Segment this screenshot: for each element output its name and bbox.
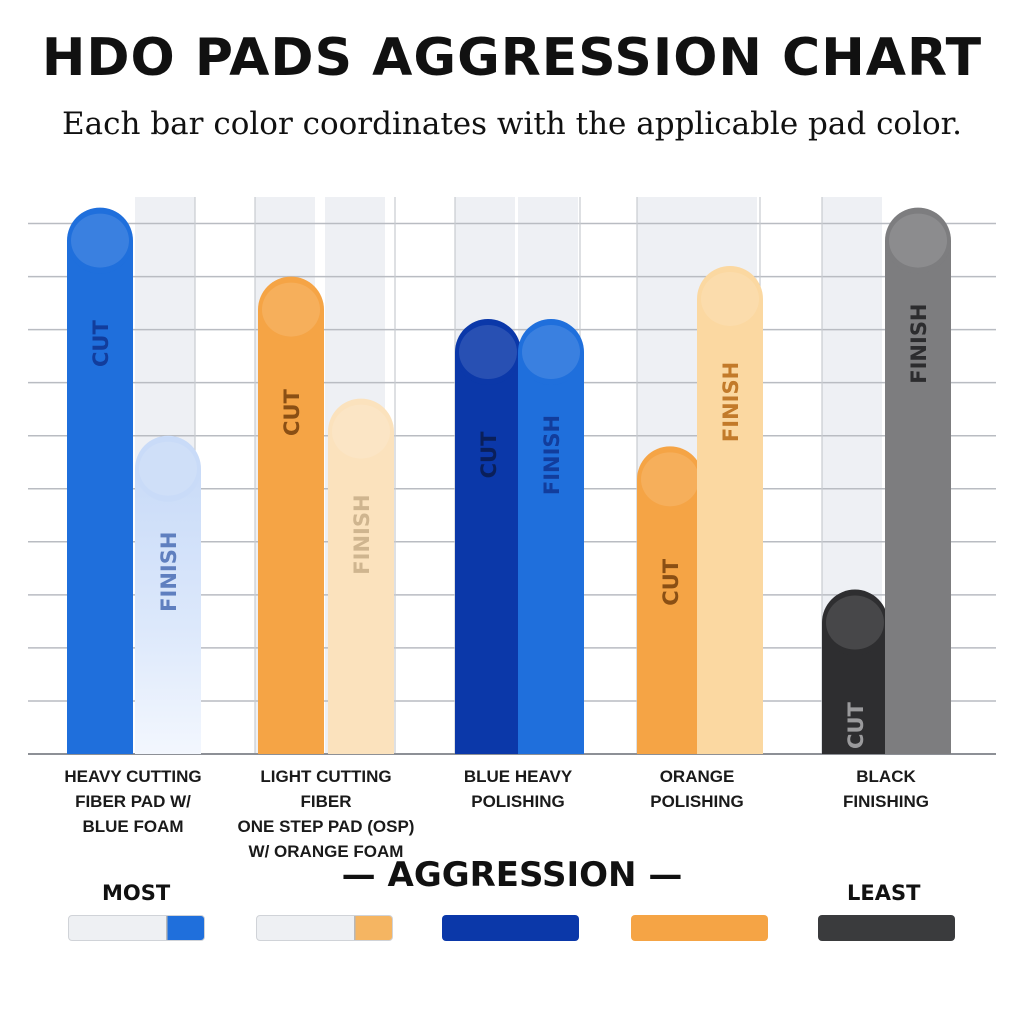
bar-cap-shine-finish-2 [522,325,580,380]
bar-cap-shine-cut-3 [641,452,699,507]
bar-label-cut-4: CUT [844,701,868,748]
category-label-line: BLUE HEAVY [463,767,573,786]
bar-cut-0 [67,240,133,755]
bar-cap-shine-finish-4 [889,213,947,268]
bar-label-finish-1: FINISH [350,494,374,574]
bar-label-finish-0: FINISH [157,532,181,612]
legend-least-label: LEAST [847,881,921,905]
bar-cap-finish-1 [328,398,394,465]
bar-label-finish-2: FINISH [540,415,564,495]
bar-label-cut-0: CUT [89,320,113,367]
category-label-line: W/ ORANGE FOAM [248,842,404,861]
legend-swatch-heavy-cutting [68,915,205,941]
legend-swatch-blue-heavy [442,915,579,941]
legend-dash-right: — [636,855,683,895]
category-label-line: BLACK [856,767,916,786]
category-label-2: BLUE HEAVY POLISHING [428,764,608,814]
bar-label-cut-1: CUT [280,389,304,436]
bar-cut-1 [258,309,324,754]
category-label-4: BLACK FINISHING [796,764,976,814]
bar-finish-4 [885,240,951,755]
bars [67,207,951,755]
category-label-3: ORANGE POLISHING [607,764,787,814]
bar-cap-cut-1 [258,276,324,343]
bar-cap-finish-2 [518,319,584,386]
bar-label-cut-3: CUT [659,558,683,605]
chart-subtitle: Each bar color coordinates with the appl… [62,106,962,142]
bar-cap-shine-cut-0 [71,213,129,268]
bar-cap-shine-finish-0 [139,441,197,496]
bar-cap-cut-3 [637,446,703,513]
bar-cap-finish-0 [135,435,201,502]
category-label-line: ORANGE [659,767,735,786]
category-label-line: POLISHING [471,792,565,811]
legend-swatch-black [818,915,955,941]
category-label-line: LIGHT CUTTING FIBER [260,767,392,811]
bar-cut-2 [455,352,521,754]
bar-cap-cut-4 [822,589,888,656]
legend-swatch-light-cutting [256,915,393,941]
legend-title: — AGGRESSION — [0,855,1024,895]
legend-title-text: AGGRESSION [387,855,637,895]
bar-finish-3 [697,298,763,754]
legend-dash-left: — [341,855,388,895]
bar-label-finish-3: FINISH [719,362,743,442]
bar-finish-0 [135,468,201,754]
category-label-line: FINISHING [843,792,929,811]
bar-cap-shine-finish-1 [332,404,390,459]
bar-cap-cut-0 [67,207,133,274]
legend-most-label: MOST [102,881,171,905]
bar-cap-finish-3 [697,265,763,332]
bar-cap-shine-cut-1 [262,282,320,337]
bar-cap-shine-cut-2 [459,325,517,380]
bar-cap-shine-finish-3 [701,271,759,326]
bar-label-cut-2: CUT [477,431,501,478]
legend-swatch-orange [631,915,768,941]
category-label-line: BLUE FOAM [82,817,184,836]
bar-label-finish-4: FINISH [907,303,931,383]
category-label-line: FIBER PAD W/ [75,792,191,811]
bar-labels: CUT CUT CUT CUT CUT FINISH FINISH FINISH FINISH F… [89,303,931,748]
bar-cap-cut-2 [455,319,521,386]
category-label-line: HEAVY CUTTING [64,767,202,786]
chart-title: HDO PADS AGGRESSION CHART [41,28,983,88]
bar-cap-finish-4 [885,207,951,274]
bar-finish-2 [518,352,584,754]
category-label-1: LIGHT CUTTING FIBER ONE STEP PAD (OSP) W/ … [236,764,416,864]
bar-cap-shine-cut-4 [826,595,884,650]
category-label-line: POLISHING [650,792,744,811]
bar-finish-1 [328,431,394,754]
bar-cut-3 [637,479,703,754]
category-label-line: ONE STEP PAD (OSP) [237,817,415,836]
category-label-0: HEAVY CUTTING FIBER PAD W/BLUE FOAM [43,764,223,839]
